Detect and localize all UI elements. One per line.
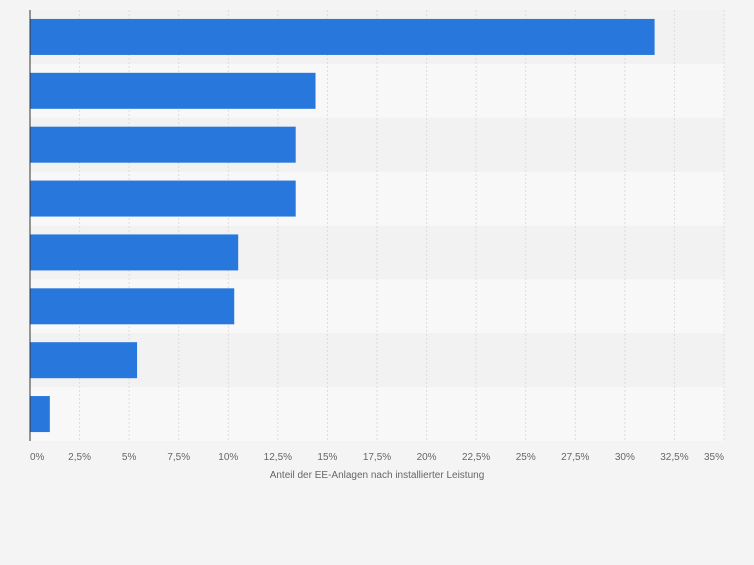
bar [30,180,296,217]
bar [30,126,296,163]
bars [30,18,655,433]
bar [30,72,316,109]
x-tick-label: 12,5% [264,452,292,463]
x-tick-label: 10% [218,452,238,463]
bar [30,18,655,55]
x-tick-label: 2,5% [68,452,91,463]
x-tick-label: 15% [317,452,337,463]
x-axis-title: Anteil der EE-Anlagen nach installierter… [270,470,485,481]
bar [30,396,50,433]
x-tick-label: 27,5% [561,452,589,463]
x-tick-label: 0% [30,452,45,463]
x-tick-label: 32,5% [660,452,688,463]
x-tick-label: 25% [516,452,536,463]
x-tick-label: 35% [704,452,724,463]
x-axis-ticks: 0% 2,5% 5% 7,5% 10% 12,5% 15% 17,5% 20% 22,5% 25% 2… [30,452,724,463]
bar [30,342,138,379]
x-tick-label: 22,5% [462,452,490,463]
x-tick-label: 7,5% [167,452,190,463]
x-tick-label: 30% [615,452,635,463]
x-tick-label: 5% [122,452,137,463]
x-tick-label: 20% [417,452,437,463]
x-tick-label: 17,5% [363,452,391,463]
bar [30,234,239,271]
bar [30,288,235,325]
